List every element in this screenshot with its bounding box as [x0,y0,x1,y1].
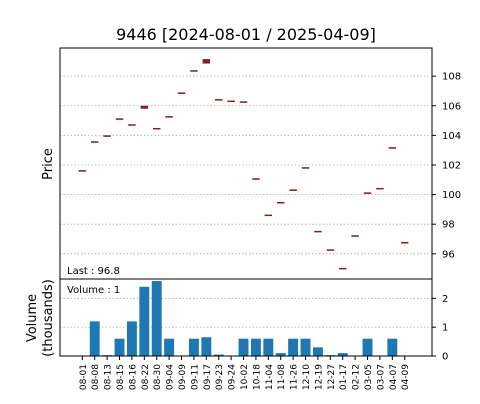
x-tick-label: 12-27 [327,364,337,390]
y-tick-label: 2 [442,294,448,305]
bar [213,354,224,356]
y-tick-label: 96 [442,249,455,260]
x-tick-label: 11-04 [265,364,275,390]
candle [78,170,87,172]
x-tick-label: 01-17 [339,364,349,390]
candle [165,116,173,118]
x-tick-label: 11-26 [290,364,300,390]
bar [337,353,348,356]
y-tick-label: 102 [442,160,461,171]
x-tick-label: 09-17 [203,364,213,390]
bar [164,338,175,356]
candle [128,124,136,126]
candle [239,101,248,103]
x-tick-label: 08-16 [128,364,138,390]
bar [114,338,125,356]
candle [277,201,285,204]
x-tick-label: 11-08 [277,364,287,390]
y-tick-label: 106 [442,101,461,112]
bar [139,286,150,356]
candle [264,214,273,217]
candle [314,230,322,233]
x-tick-label: 09-11 [190,364,200,390]
bar [312,347,323,356]
plot-frame [59,278,433,357]
candle [376,187,384,190]
y-tick-label: 108 [442,72,461,83]
bar [288,338,299,356]
bar [188,338,199,356]
x-tick-label: 04-07 [389,364,399,390]
candle [91,141,99,143]
x-tick-label: 09-24 [228,364,238,390]
y-tick-label: 104 [442,131,461,142]
annotation: Last : 96.8 [67,266,120,277]
candle [115,118,124,120]
y-axis-label: (thousands) [41,279,56,357]
y-axis-label: Volume [25,294,40,342]
chart-title: 9446 [2024-08-01 / 2025-04-09] [116,25,376,44]
candle [190,70,198,72]
candle [140,105,149,109]
y-axis-label: Price [41,148,56,180]
bar [89,321,100,356]
bar [275,353,286,356]
bar [300,338,311,356]
candle [301,167,310,169]
annotation: Volume : 1 [67,285,120,296]
candle [363,192,372,194]
bar [151,281,162,356]
y-tick-label: 100 [442,190,461,201]
bar [362,338,373,356]
candle [351,235,359,237]
candle [388,147,397,149]
x-tick-label: 03-07 [376,364,386,390]
bar [250,338,261,356]
candle [339,267,347,270]
y-tick-label: 98 [442,220,455,231]
plot-frame [59,47,433,280]
x-tick-label: 08-22 [141,364,151,390]
bar [387,338,398,356]
y-tick-label: 0 [442,352,448,363]
x-tick-label: 08-15 [116,364,126,390]
x-tick-label: 12-19 [314,364,324,390]
candle [177,92,186,94]
candle [153,127,161,130]
candle [252,178,260,180]
candle [289,189,297,191]
bar [201,337,212,356]
x-tick-label: 09-09 [178,364,188,390]
x-tick-label: 09-04 [166,364,176,390]
candle [215,99,223,101]
x-tick-label: 09-23 [215,364,225,390]
bar [238,338,249,356]
x-tick-label: 04-09 [401,364,411,390]
y-tick-label: 1 [442,323,448,334]
x-tick-label: 12-10 [302,364,312,390]
x-tick-label: 10-02 [240,364,250,390]
x-tick-label: 08-08 [91,364,101,390]
bar [263,338,274,356]
x-tick-label: 03-05 [364,364,374,390]
x-tick-label: 08-30 [153,364,163,390]
bar [126,321,137,356]
x-tick-label: 02-12 [352,364,362,390]
candle [227,100,235,103]
candle [326,249,335,251]
x-tick-label: 08-01 [79,364,89,390]
x-tick-label: 10-18 [252,364,262,390]
candle [401,241,409,244]
candle [103,135,111,137]
x-tick-label: 08-13 [104,364,114,390]
candle [202,59,211,64]
